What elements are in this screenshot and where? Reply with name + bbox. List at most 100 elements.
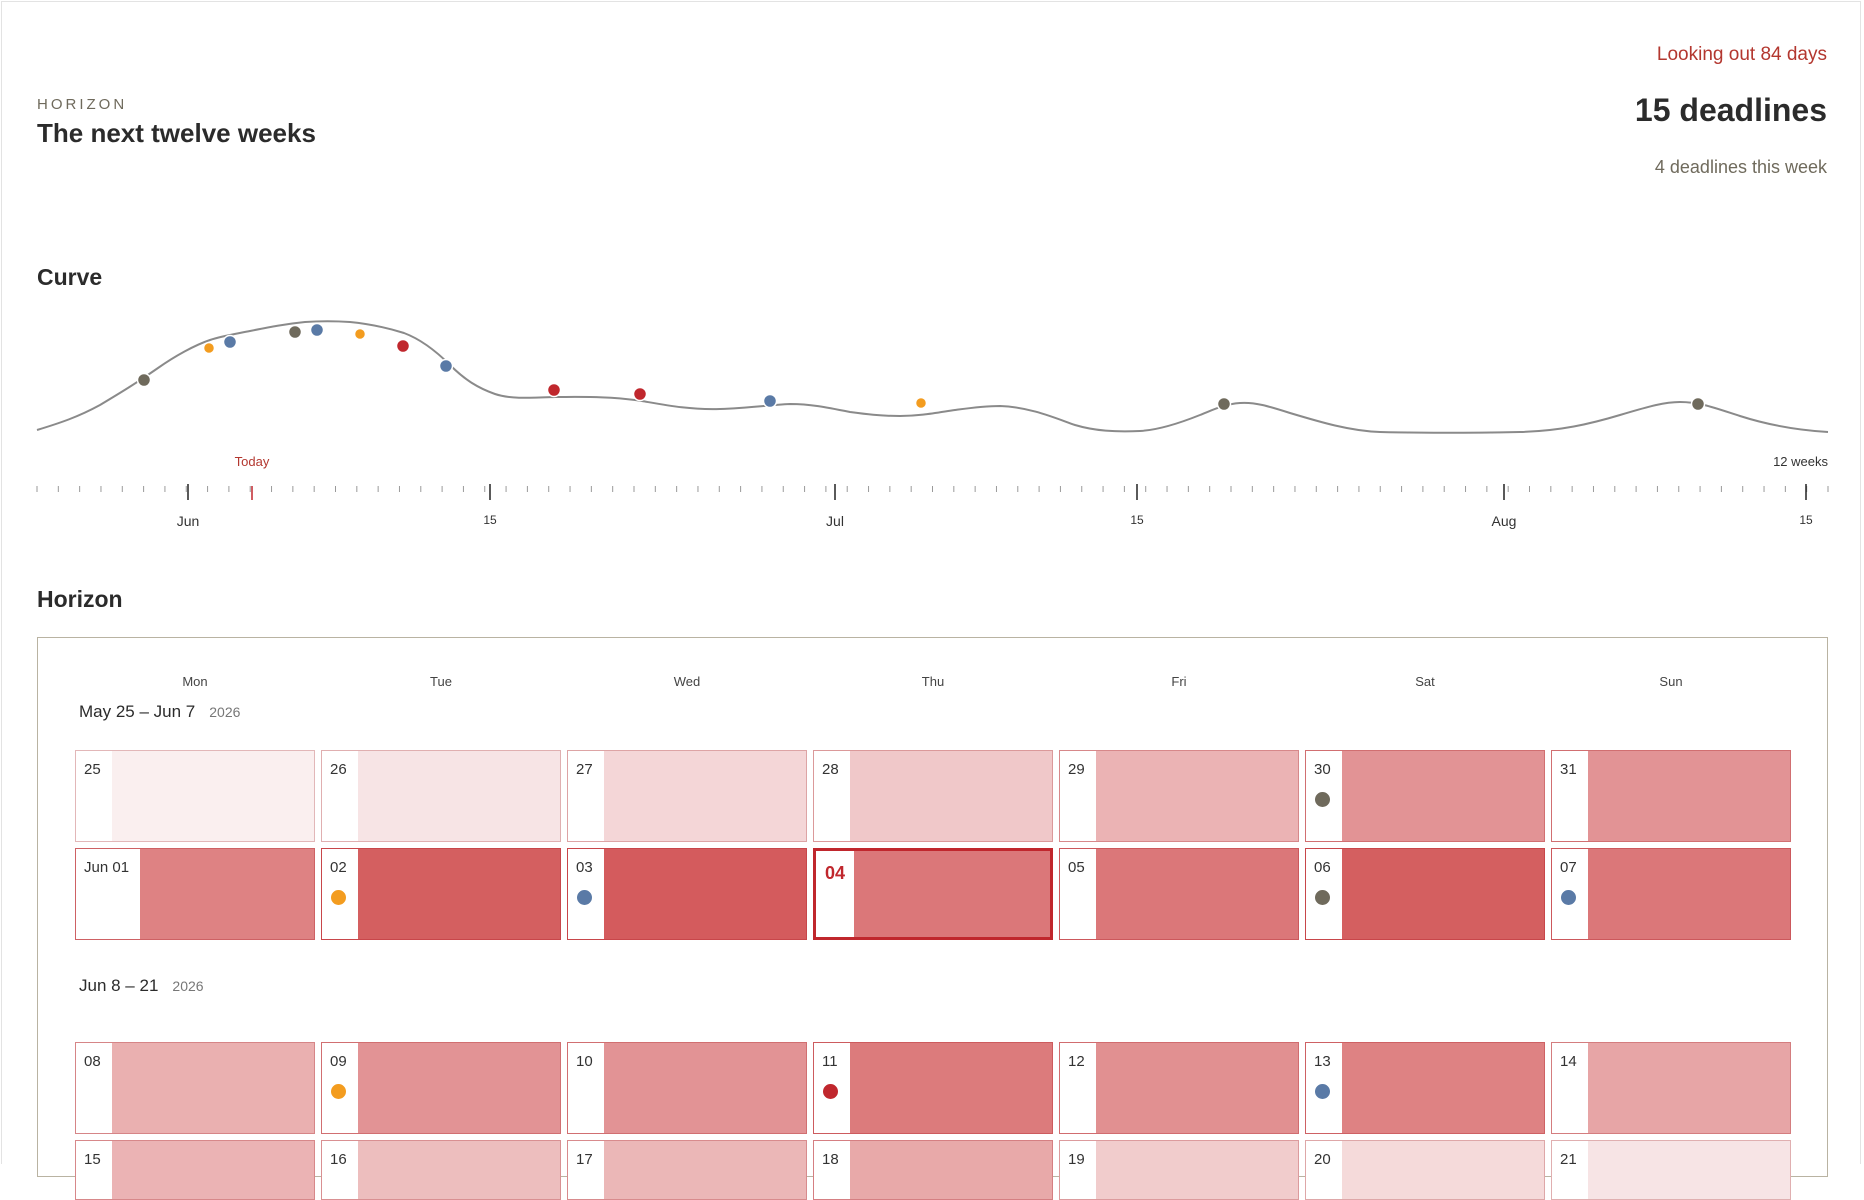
day-number: 04	[825, 863, 846, 883]
calendar-day[interactable]: 07	[1551, 848, 1791, 940]
week-range-text: May 25 – Jun 7	[79, 702, 196, 721]
calendar-day[interactable]: 30	[1305, 750, 1545, 842]
calendar-day[interactable]: 13	[1305, 1042, 1545, 1134]
calendar-day[interactable]: 16	[321, 1140, 561, 1200]
day-number: 02	[330, 859, 347, 876]
day-load-fill	[1342, 1141, 1544, 1199]
curve-deadline-dot[interactable]	[632, 386, 648, 402]
weekday-header: Sat	[1415, 674, 1435, 689]
axis-label-aug-15: 15	[1799, 513, 1813, 527]
calendar-day[interactable]: 03	[567, 848, 807, 940]
curve-deadline-dot[interactable]	[1216, 396, 1232, 412]
deadline-dot-icon[interactable]	[331, 890, 346, 905]
day-load-fill	[604, 1141, 806, 1199]
weekday-header: Thu	[921, 674, 945, 689]
day-number: 06	[1314, 859, 1331, 876]
curve-deadline-dot[interactable]	[287, 324, 303, 340]
deadline-dot-icon[interactable]	[1315, 1084, 1330, 1099]
day-number: 13	[1314, 1053, 1331, 1070]
calendar-day[interactable]: 15	[75, 1140, 315, 1200]
day-number: 25	[84, 761, 101, 778]
day-load-fill	[1096, 751, 1298, 841]
day-load-fill	[112, 1043, 314, 1133]
curve-deadline-dot[interactable]	[395, 338, 411, 354]
curve-deadline-dot[interactable]	[353, 327, 367, 341]
day-number: 03	[576, 859, 593, 876]
calendar-day[interactable]: 14	[1551, 1042, 1791, 1134]
day-number: 27	[576, 761, 593, 778]
week-range-label: Jun 8 – 21 2026	[79, 976, 204, 996]
curve-deadline-dot[interactable]	[202, 341, 216, 355]
deadline-dot-icon[interactable]	[1315, 890, 1330, 905]
week-range-label: May 25 – Jun 7 2026	[79, 702, 240, 722]
calendar-day[interactable]: 18	[813, 1140, 1053, 1200]
calendar-day[interactable]: 11	[813, 1042, 1053, 1134]
day-load-fill	[850, 751, 1052, 841]
day-load-fill	[1096, 1043, 1298, 1133]
weekday-header: Fri	[1171, 674, 1187, 689]
day-number: 17	[576, 1151, 593, 1168]
horizon-section-title: Horizon	[37, 586, 123, 612]
calendar-day[interactable]: 05	[1059, 848, 1299, 940]
curve-deadline-dot[interactable]	[222, 334, 238, 350]
page-title: The next twelve weeks	[37, 118, 316, 148]
curve-deadline-dot[interactable]	[914, 396, 928, 410]
day-number: 11	[822, 1053, 838, 1070]
calendar-day[interactable]: 12	[1059, 1042, 1299, 1134]
day-number: 14	[1560, 1053, 1577, 1070]
calendar-day[interactable]: 20	[1305, 1140, 1545, 1200]
curve-deadline-dot[interactable]	[546, 382, 562, 398]
week-range-text: Jun 8 – 21	[79, 976, 159, 995]
deadline-dot-icon[interactable]	[823, 1084, 838, 1099]
weekday-header: Mon	[182, 674, 208, 689]
calendar-day[interactable]: 02	[321, 848, 561, 940]
day-load-fill	[604, 1043, 806, 1133]
calendar-day[interactable]: 21	[1551, 1140, 1791, 1200]
day-number: 30	[1314, 761, 1331, 778]
deadline-dot-icon[interactable]	[1561, 890, 1576, 905]
calendar-day[interactable]: 10	[567, 1042, 807, 1134]
calendar-day[interactable]: 08	[75, 1042, 315, 1134]
curve-deadline-dot[interactable]	[438, 358, 454, 374]
day-load-fill	[854, 851, 1050, 937]
axis-label-jul-15: 15	[1130, 513, 1144, 527]
calendar-day[interactable]: 25	[75, 750, 315, 842]
deadline-dot-icon[interactable]	[577, 890, 592, 905]
day-number: 05	[1068, 859, 1085, 876]
curve-deadline-dot[interactable]	[1690, 396, 1706, 412]
deadlines-this-week: 4 deadlines this week	[1654, 157, 1827, 177]
calendar-day[interactable]: 28	[813, 750, 1053, 842]
calendar-day[interactable]: 09	[321, 1042, 561, 1134]
calendar-day[interactable]: 29	[1059, 750, 1299, 842]
calendar-day[interactable]: Jun 01	[75, 848, 315, 940]
day-load-fill	[1588, 1043, 1790, 1133]
deadline-total: 15 deadlines	[1634, 92, 1827, 128]
deadline-dot-icon[interactable]	[331, 1084, 346, 1099]
week-range-year: 2026	[172, 978, 204, 994]
calendar-day[interactable]: 17	[567, 1140, 807, 1200]
calendar-day[interactable]: 06	[1305, 848, 1545, 940]
day-load-fill	[850, 1141, 1052, 1199]
curve-section-title: Curve	[37, 264, 103, 290]
day-number: 19	[1068, 1151, 1085, 1168]
horizon-calendar: Mon Tue Wed Thu Fri Sat Sun May 25 – Jun 7 2026 2…	[37, 637, 1828, 1200]
calendar-day-today[interactable]: 04	[813, 848, 1053, 940]
curve-deadline-dot[interactable]	[762, 393, 778, 409]
day-number: 07	[1560, 859, 1577, 876]
calendar-day[interactable]: 19	[1059, 1140, 1299, 1200]
day-number: 18	[822, 1151, 839, 1168]
calendar-day[interactable]: 31	[1551, 750, 1791, 842]
axis-label-jun: Jun	[177, 513, 200, 529]
day-load-fill	[112, 751, 314, 841]
curve-deadline-dot[interactable]	[309, 322, 325, 338]
day-load-fill	[358, 1043, 560, 1133]
day-load-fill	[1588, 1141, 1790, 1199]
day-number: 28	[822, 761, 839, 778]
curve-deadline-dot[interactable]	[136, 372, 152, 388]
deadline-dot-icon[interactable]	[1315, 792, 1330, 807]
calendar-day[interactable]: 26	[321, 750, 561, 842]
calendar-day[interactable]: 27	[567, 750, 807, 842]
day-number: 09	[330, 1053, 347, 1070]
day-load-fill	[1588, 849, 1790, 939]
day-load-fill	[604, 849, 806, 939]
